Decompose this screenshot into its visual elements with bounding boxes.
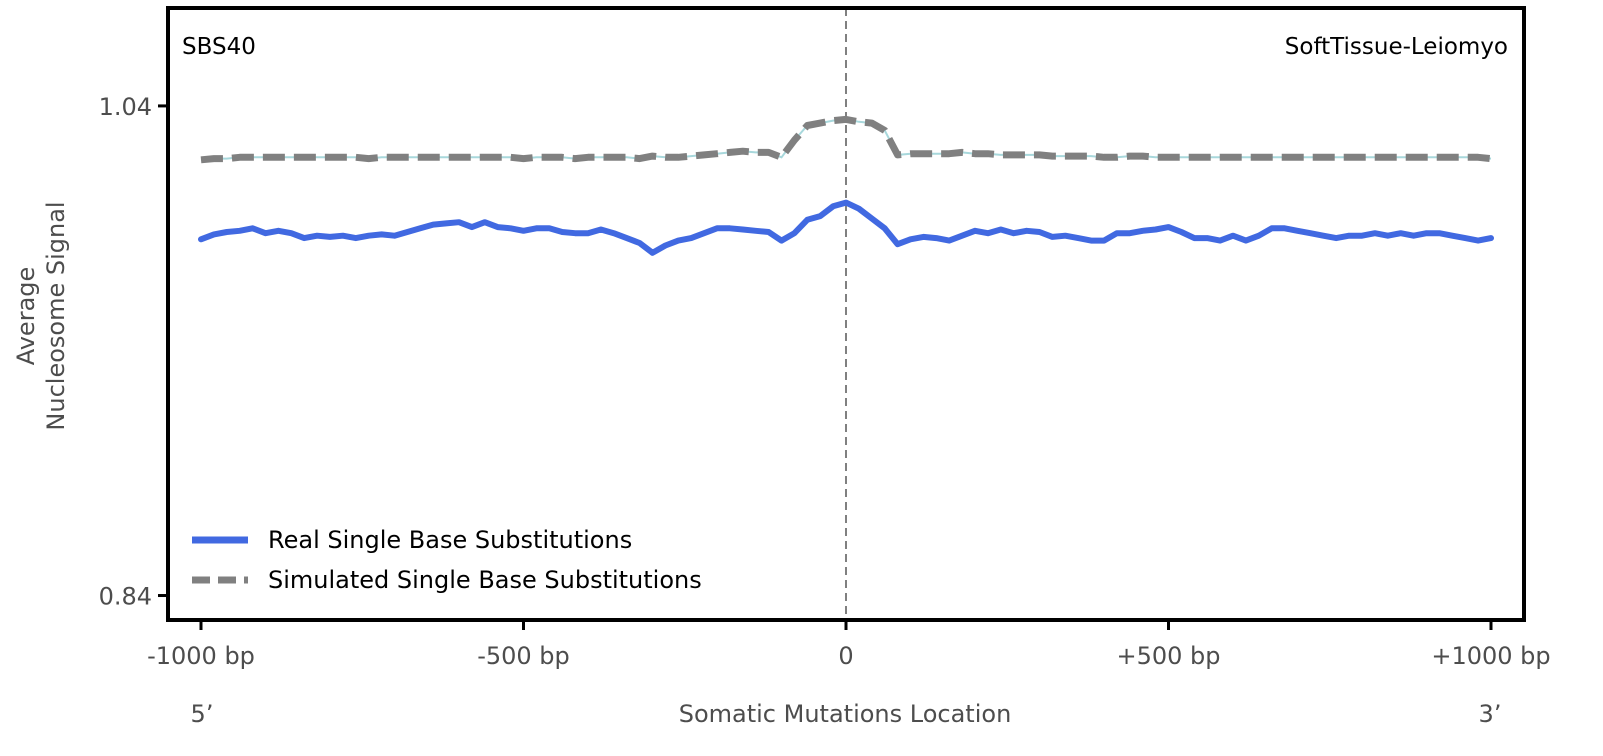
series-real-line [198,199,1494,256]
tissue-label: SoftTissue-Leiomyo [1285,34,1508,60]
y-tick-label: 1.04 [99,93,152,121]
x-tick-label: -1000 bp [147,642,255,670]
x-axis-ticks: -1000 bp -500 bp 0 +500 bp +1000 bp [147,620,1551,670]
y-axis-title-line2: Nucleosome Signal [42,201,70,430]
legend-simulated-label: Simulated Single Base Substitutions [268,566,702,594]
x-axis-title: Somatic Mutations Location [679,700,1012,728]
legend-real-label: Real Single Base Substitutions [268,526,632,554]
series-layer [198,115,1494,256]
x-tick-label: +500 bp [1116,642,1220,670]
signature-label: SBS40 [182,34,256,60]
legend: Real Single Base Substitutions Simulated… [192,526,702,594]
three-prime-label: 3’ [1479,700,1502,728]
series-simulated-line [200,115,1492,164]
y-axis-title-line1: Average [12,267,40,366]
x-tick-label: -500 bp [477,642,570,670]
x-tick-label: 0 [838,642,853,670]
y-tick-label: 0.84 [99,583,152,611]
y-axis-title: Average Nucleosome Signal [12,201,70,430]
x-tick-label: +1000 bp [1431,642,1550,670]
five-prime-label: 5’ [191,700,214,728]
y-axis-ticks: 1.04 0.84 [99,93,168,611]
